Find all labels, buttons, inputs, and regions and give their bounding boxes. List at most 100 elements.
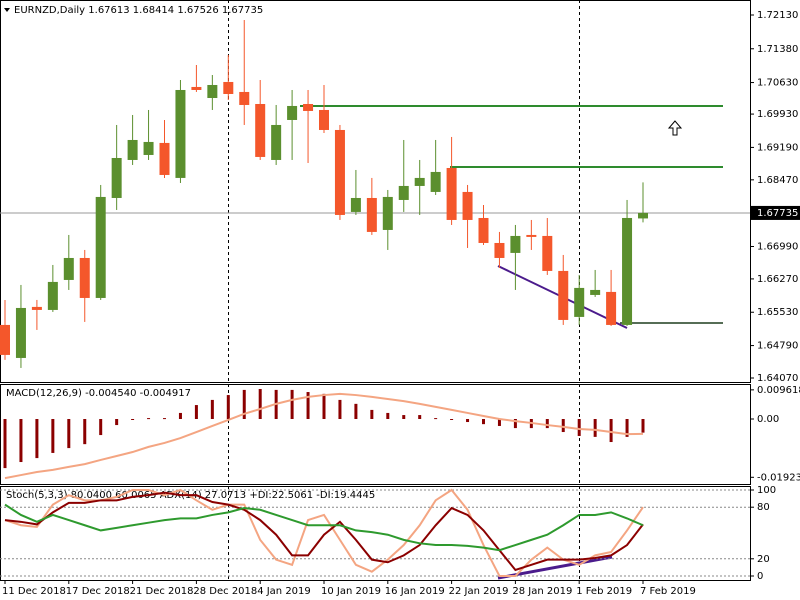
candle-body — [47, 281, 58, 310]
candle-body — [79, 257, 90, 298]
candle-body — [558, 270, 569, 320]
candle-body — [398, 185, 409, 200]
candle-body — [414, 177, 425, 186]
candle-body — [574, 287, 585, 317]
menu-triangle — [4, 8, 10, 12]
indicator-line — [4, 491, 644, 572]
macd-bar — [641, 419, 645, 433]
candle-body — [478, 217, 489, 243]
y-tick-label: 1.64790 — [757, 341, 798, 352]
macd-bar — [131, 419, 135, 420]
macd-bar — [115, 419, 119, 426]
candle-body — [175, 89, 186, 178]
macd-bar — [147, 418, 151, 420]
y-tick-label: 1.69930 — [757, 109, 798, 120]
candle-body — [526, 234, 537, 237]
candle-body — [382, 196, 393, 230]
macd-bar — [242, 389, 246, 419]
y-tick-label: 1.71380 — [757, 44, 798, 55]
x-tick-label: 16 Jan 2019 — [385, 586, 445, 597]
frame — [0, 0, 751, 581]
macd-bar — [3, 419, 7, 469]
y-tick-label: 0.00 — [757, 414, 779, 425]
macd-bar — [67, 419, 71, 449]
candle-body — [127, 139, 138, 160]
x-tick-label: 4 Jan 2019 — [257, 586, 311, 597]
x-tick-label: 17 Dec 2018 — [66, 586, 130, 597]
candle-body — [271, 124, 282, 160]
indicator-line — [4, 503, 644, 552]
candle-body — [622, 217, 633, 325]
y-tick-label: 100 — [757, 485, 776, 496]
candle-body — [287, 105, 298, 120]
candle-body — [143, 141, 154, 155]
y-tick-label: 1.72130 — [757, 10, 798, 21]
macd-bar — [51, 419, 55, 453]
macd-bar — [609, 419, 613, 443]
macd-bar — [370, 409, 374, 419]
macd-bar — [593, 419, 597, 437]
candle-body — [207, 84, 218, 98]
macd-bar — [545, 419, 549, 429]
macd-panel — [0, 384, 751, 485]
candle-body — [350, 197, 361, 212]
candle-body — [95, 196, 106, 298]
candle-body — [239, 91, 250, 105]
x-tick-label: 10 Jan 2019 — [321, 586, 381, 597]
macd-bar — [561, 419, 565, 433]
macd-bar — [290, 389, 294, 419]
candle-body — [319, 109, 329, 130]
current-price-label: 1.67735 — [757, 208, 798, 219]
macd-bar — [19, 419, 23, 463]
signal-line — [4, 392, 644, 480]
x-tick-label: 21 Dec 2018 — [130, 586, 194, 597]
candle-body — [255, 103, 266, 157]
macd-bar — [194, 405, 198, 419]
macd-title: MACD(12,26,9) -0.004540 -0.004917 — [6, 388, 191, 399]
macd-bar — [210, 399, 214, 419]
candle-body — [191, 86, 202, 90]
candle-body — [638, 212, 648, 219]
y-tick-label: 1.70630 — [757, 78, 798, 89]
macd-bar — [35, 419, 39, 459]
x-tick-label: 1 Feb 2019 — [576, 586, 632, 597]
y-tick-label: 80 — [757, 502, 770, 513]
candle-body — [494, 242, 505, 258]
candle-body — [0, 324, 10, 355]
candle-body — [510, 235, 521, 253]
macd-bar — [513, 419, 517, 429]
y-tick-label: 1.66270 — [757, 274, 798, 285]
macd-bar — [466, 419, 470, 423]
y-tick-label: 1.69190 — [757, 142, 798, 153]
y-tick-label: 0.009618 — [757, 385, 800, 396]
macd-bar — [386, 412, 390, 419]
marks: 1.72130 1.71380 1.70630 1.69930 1.69190 1.684… — [0, 10, 800, 597]
indicator-line — [4, 488, 644, 578]
y-tick-label: 1.65530 — [757, 307, 798, 318]
y-tick-label: 1.66990 — [757, 241, 798, 252]
macd-bar — [178, 412, 182, 419]
candle-body — [366, 197, 377, 232]
macd-bar — [450, 419, 454, 420]
candle-body — [334, 129, 345, 215]
candle-body — [63, 257, 74, 280]
candle-body — [159, 142, 170, 175]
candle-body — [446, 167, 457, 220]
x-tick-label: 28 Jan 2019 — [512, 586, 572, 597]
candle-body — [590, 289, 601, 295]
macd-bar — [354, 403, 358, 419]
macd-bar — [497, 419, 501, 426]
macd-bar — [338, 399, 342, 419]
candle-body — [223, 81, 234, 94]
macd-bar — [625, 419, 629, 437]
y-tick-label: 0 — [757, 571, 763, 582]
y-tick-label: 1.68470 — [757, 175, 798, 186]
macd-bar — [402, 415, 406, 419]
main-title: EURNZD,Daily 1.67613 1.68414 1.67526 1.6… — [14, 5, 263, 16]
y-tick-label: -0.019238 — [757, 472, 800, 483]
macd-bar — [83, 419, 87, 445]
macd-bar — [482, 419, 485, 425]
